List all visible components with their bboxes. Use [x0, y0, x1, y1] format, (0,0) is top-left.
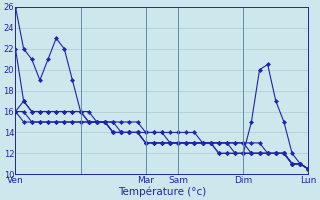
X-axis label: Température (°c): Température (°c)	[118, 186, 206, 197]
